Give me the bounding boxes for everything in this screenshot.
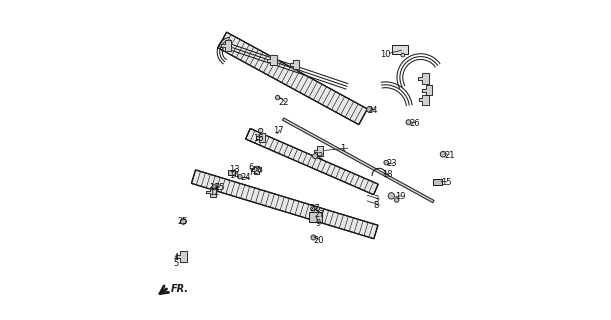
Circle shape xyxy=(258,168,262,172)
Text: 10: 10 xyxy=(380,50,391,59)
Text: 2: 2 xyxy=(317,152,323,161)
Bar xyxy=(433,179,442,185)
Text: 8: 8 xyxy=(373,201,379,210)
Polygon shape xyxy=(251,166,259,174)
Text: 27: 27 xyxy=(315,210,325,219)
Text: 16: 16 xyxy=(253,134,263,143)
Circle shape xyxy=(384,160,389,165)
Polygon shape xyxy=(282,118,434,203)
Text: 24: 24 xyxy=(367,106,378,115)
Text: 27: 27 xyxy=(253,167,263,176)
Polygon shape xyxy=(256,133,265,142)
Circle shape xyxy=(212,185,216,189)
Text: 9: 9 xyxy=(316,220,321,228)
Text: 19: 19 xyxy=(395,192,405,201)
Polygon shape xyxy=(417,73,429,84)
Circle shape xyxy=(238,174,242,179)
Text: 17: 17 xyxy=(273,126,284,135)
Circle shape xyxy=(311,235,316,240)
Text: 6: 6 xyxy=(249,163,254,172)
Bar xyxy=(392,45,408,54)
Text: 14: 14 xyxy=(229,171,240,180)
Text: 18: 18 xyxy=(382,170,392,179)
Text: 7: 7 xyxy=(249,168,254,177)
Text: 25: 25 xyxy=(214,183,225,192)
Polygon shape xyxy=(246,128,378,195)
Bar xyxy=(228,170,235,175)
Text: 24: 24 xyxy=(240,173,251,182)
Polygon shape xyxy=(422,85,432,95)
Text: 5: 5 xyxy=(174,259,178,268)
Text: FR.: FR. xyxy=(171,284,189,294)
Text: 25: 25 xyxy=(177,217,188,226)
Circle shape xyxy=(310,207,315,211)
Circle shape xyxy=(180,219,186,224)
Polygon shape xyxy=(175,251,187,262)
Bar xyxy=(309,212,322,222)
Text: 3: 3 xyxy=(373,196,379,204)
Circle shape xyxy=(258,128,263,133)
Polygon shape xyxy=(313,146,323,156)
Text: 20: 20 xyxy=(313,236,324,245)
Text: 4: 4 xyxy=(174,253,178,262)
Polygon shape xyxy=(221,40,231,51)
Text: 1: 1 xyxy=(340,144,345,153)
Circle shape xyxy=(388,193,395,199)
Circle shape xyxy=(313,154,318,159)
Polygon shape xyxy=(218,32,367,125)
Circle shape xyxy=(316,207,320,211)
Circle shape xyxy=(401,53,404,57)
Polygon shape xyxy=(267,55,277,65)
Polygon shape xyxy=(191,170,378,239)
Circle shape xyxy=(367,107,372,112)
Text: 13: 13 xyxy=(229,165,240,174)
Circle shape xyxy=(406,120,411,125)
Polygon shape xyxy=(207,187,216,197)
Text: 26: 26 xyxy=(409,119,420,128)
Text: 12: 12 xyxy=(209,188,219,197)
Text: 21: 21 xyxy=(444,151,455,160)
Polygon shape xyxy=(290,60,299,69)
Text: 27: 27 xyxy=(309,204,320,213)
Text: 22: 22 xyxy=(279,98,289,107)
Circle shape xyxy=(440,151,446,157)
Circle shape xyxy=(395,198,399,202)
Polygon shape xyxy=(419,95,429,105)
Text: 23: 23 xyxy=(386,159,397,168)
Text: 11: 11 xyxy=(209,183,219,192)
Circle shape xyxy=(276,95,280,100)
Text: 15: 15 xyxy=(441,178,452,187)
